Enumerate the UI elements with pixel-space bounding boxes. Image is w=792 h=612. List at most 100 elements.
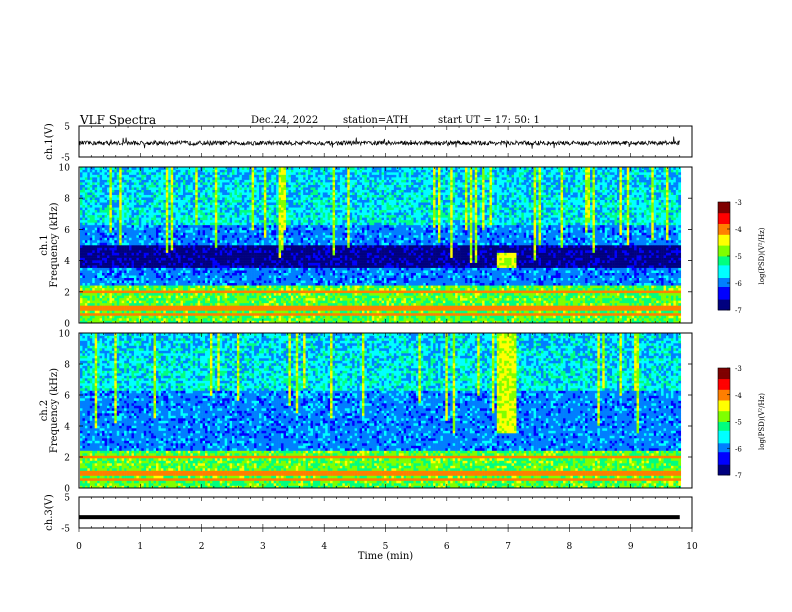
spec1-cell: [112, 310, 115, 313]
spec1-cell: [146, 177, 149, 180]
spec1-cell: [183, 235, 186, 238]
spec1-cell: [181, 207, 184, 210]
spec1-cell: [195, 293, 198, 296]
spec1-cell: [156, 293, 159, 296]
spec1-cell: [161, 318, 164, 321]
spec1-cell: [190, 263, 193, 266]
spec1-cell: [90, 170, 93, 173]
spec1-cell: [168, 268, 171, 271]
spec1-cell: [190, 170, 193, 173]
spec1-cell: [168, 295, 171, 298]
spec1-cell: [112, 295, 115, 298]
spec1-cell: [163, 210, 166, 213]
spec1-cell: [188, 175, 191, 178]
spec1-cell: [208, 215, 211, 218]
spec1-cell: [158, 248, 161, 251]
spec1-cell: [151, 315, 154, 318]
spec1-cell: [161, 280, 164, 283]
spec1-cell: [232, 192, 235, 195]
spec1-cell: [122, 295, 125, 298]
spec1-cell: [102, 182, 105, 185]
spec1-cell: [222, 237, 225, 240]
spec1-cell: [210, 217, 213, 220]
spec1-cell: [139, 300, 142, 303]
spec1-cell: [105, 290, 108, 293]
spec1-cell: [107, 255, 110, 258]
spec1-cell: [119, 170, 122, 173]
spec1-cell: [200, 197, 203, 200]
spec1-cell: [87, 197, 90, 200]
spec1-cell: [122, 253, 125, 256]
spec1-cell: [112, 255, 115, 258]
spec1-cell: [124, 290, 127, 293]
spec1-cell: [193, 182, 196, 185]
spec1-cell: [102, 250, 105, 253]
spec1-cell: [171, 270, 174, 273]
spec1-cell: [161, 300, 164, 303]
spec1-cell: [114, 207, 117, 210]
spec1-cell: [208, 182, 211, 185]
spec1-cell: [87, 273, 90, 276]
spec1-cell: [80, 245, 83, 248]
spec1-cell: [139, 258, 142, 261]
spec1-cell: [203, 255, 206, 258]
spec1-cell: [112, 210, 115, 213]
spec1-cell: [173, 232, 176, 235]
spec1-cell: [87, 202, 90, 205]
spec1-cell: [200, 180, 203, 183]
spec1-cell: [131, 237, 134, 240]
spec1-cell: [114, 180, 117, 183]
spec1-cell: [112, 177, 115, 180]
spec1-cell: [222, 180, 225, 183]
spec1-cell: [232, 255, 235, 258]
spec1-cell: [173, 225, 176, 228]
spec1-cell: [156, 177, 159, 180]
spec1-cell: [127, 190, 130, 193]
spec1-cell: [220, 298, 223, 301]
spec1-cell: [163, 180, 166, 183]
spec1-cell: [237, 290, 240, 293]
spec1-cell: [234, 280, 237, 283]
spec1-cell: [154, 258, 157, 261]
spec1-cell: [127, 270, 130, 273]
spec1-cell: [141, 187, 144, 190]
spec1-cell: [80, 177, 83, 180]
spec1-cell: [203, 207, 206, 210]
spec1-cell: [112, 180, 115, 183]
spec1-cell: [139, 263, 142, 266]
spec1-cell: [212, 293, 215, 296]
spec1-cell: [181, 310, 184, 313]
spec1-cell: [203, 227, 206, 230]
spec1-cell: [156, 248, 159, 251]
spec1-cell: [232, 242, 235, 245]
spec1-cell: [208, 313, 211, 316]
spec1-cell: [190, 318, 193, 321]
spec1-cell: [122, 195, 125, 198]
spec1-cell: [185, 192, 188, 195]
spec1-cell: [217, 187, 220, 190]
spec1-cell: [141, 275, 144, 278]
spec1-cell: [127, 278, 130, 281]
spec1-cell: [154, 308, 157, 311]
spec1-cell: [158, 255, 161, 258]
spec1-cell: [222, 303, 225, 306]
spec1-cell: [225, 200, 228, 203]
spec1-cell: [171, 230, 174, 233]
spec1-cell: [230, 310, 233, 313]
spec1-cell: [117, 260, 120, 263]
spec1-cell: [161, 175, 164, 178]
spec1-cell: [95, 185, 98, 188]
spec1-cell: [178, 177, 181, 180]
spec1-cell: [232, 170, 235, 173]
spec1-cell: [85, 260, 88, 263]
spec1-cell: [222, 222, 225, 225]
spec1-cell: [210, 303, 213, 306]
spec1-cell: [156, 263, 159, 266]
spec1-cell: [222, 288, 225, 291]
spec1-cell: [100, 227, 103, 230]
spec1-cell: [156, 175, 159, 178]
spec1-cell: [237, 313, 240, 316]
spec1-cell: [176, 248, 179, 251]
spec1-cell: [100, 215, 103, 218]
spec1-cell: [193, 242, 196, 245]
